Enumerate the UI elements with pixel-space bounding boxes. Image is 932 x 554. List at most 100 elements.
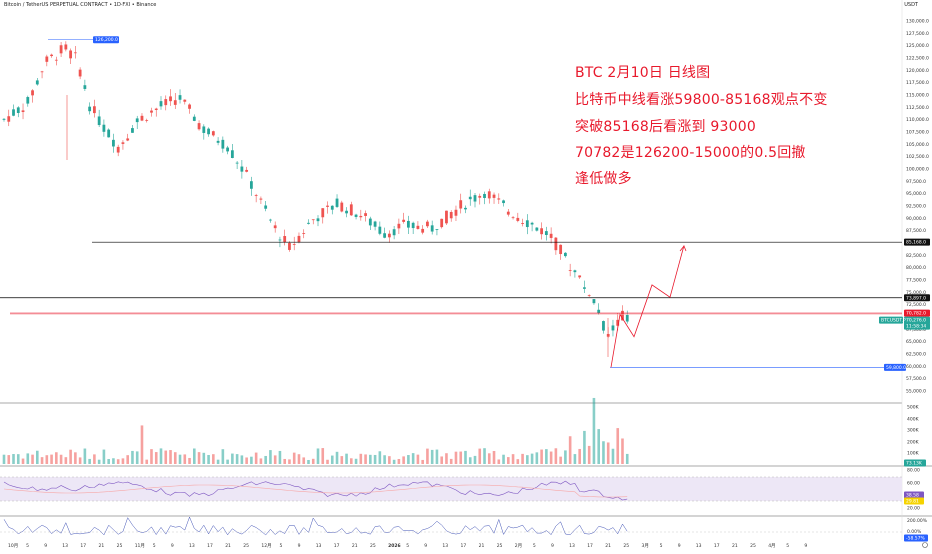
candle-body (359, 215, 363, 218)
volume-bar (625, 453, 629, 464)
volume-bar (321, 448, 325, 464)
candle-body (292, 244, 296, 245)
volume-bar (150, 449, 153, 464)
candle-body (202, 126, 206, 133)
rsi-ma-badge-text: 29.81 (906, 499, 919, 505)
candle-body (497, 198, 501, 200)
time-tick: 4月 (768, 543, 775, 549)
candle-body (502, 200, 505, 204)
candle-body (554, 237, 558, 251)
candle-body (459, 200, 463, 209)
volume-last-badge[interactable] (904, 459, 926, 467)
candle-body (326, 205, 329, 207)
candle-body (516, 217, 520, 221)
candle-body (559, 244, 563, 255)
candle-body (625, 314, 629, 322)
volume-bar (145, 459, 149, 464)
time-tick: 17 (80, 543, 86, 549)
volume-tick: 500K (907, 405, 920, 411)
candle-body (192, 116, 196, 121)
volume-bar (235, 454, 239, 464)
volume-bar (435, 449, 439, 464)
candle-body (245, 169, 249, 172)
chart-settings-icon[interactable] (922, 542, 928, 548)
volume-bar (69, 449, 72, 464)
candle-body (307, 222, 310, 224)
symbol-header[interactable]: Bitcoin / TetherUS PERPETUAL CONTRACT • … (4, 2, 157, 8)
candle-body (411, 222, 415, 229)
candle-body (468, 196, 472, 200)
volume-bar (212, 454, 215, 464)
price-tick: 130,000.0 (906, 19, 929, 25)
candle-body (150, 110, 153, 113)
candle-body (364, 213, 367, 216)
volume-bar (621, 438, 624, 464)
level-73897-badge[interactable] (904, 294, 930, 302)
symbol-badge[interactable] (879, 316, 903, 324)
rsi-value-badge[interactable] (904, 491, 924, 499)
time-tick: 21 (605, 543, 611, 549)
volume-bar (183, 454, 187, 464)
time-tick: 21 (479, 543, 485, 549)
high-price-badge[interactable] (93, 36, 119, 44)
candle-body (50, 54, 53, 57)
volume-bar (131, 450, 134, 464)
level-85168-badge[interactable] (904, 238, 930, 246)
volume-bar (292, 452, 296, 464)
time-tick: 17 (461, 543, 467, 549)
price-tick: 60,000.0 (906, 364, 926, 370)
volume-bar (83, 448, 87, 464)
price-tick: 55,000.0 (906, 389, 926, 395)
candle-body (40, 71, 44, 73)
volume-bar (549, 451, 553, 464)
volume-bar (350, 458, 353, 464)
candle-body (616, 319, 620, 326)
level-70782-badge[interactable] (904, 309, 930, 317)
last-price-badge[interactable] (904, 316, 930, 324)
projection-arrowhead (679, 245, 687, 252)
volume-bar (535, 452, 539, 464)
time-tick: 9 (44, 543, 47, 549)
volume-bar (7, 455, 11, 464)
candle-body (92, 106, 96, 114)
price-tick: 65,000.0 (906, 339, 926, 345)
candle-body (226, 147, 230, 152)
countdown-badge[interactable] (904, 322, 930, 330)
volume-bar (449, 458, 453, 464)
volume-bar (587, 445, 591, 464)
price-tick: 87,500.0 (906, 228, 926, 234)
rsi-ma-badge[interactable] (904, 497, 924, 505)
candle-body (107, 129, 111, 138)
volume-bar (55, 452, 58, 464)
candle-body (544, 231, 548, 235)
candle-body (540, 228, 544, 235)
time-tick: 12月 (261, 543, 271, 549)
price-tick: 125,000.0 (906, 43, 929, 49)
candle-body (73, 52, 77, 54)
volume-bar (597, 429, 600, 464)
candle-body (483, 193, 486, 199)
price-tick: 72,500.0 (906, 302, 926, 308)
candle-body (97, 116, 101, 126)
volume-bar (93, 454, 96, 464)
osc-value-badge[interactable] (904, 534, 928, 542)
candle-body (64, 44, 68, 50)
volume-bar (126, 455, 129, 464)
price-tick: 75,000.0 (906, 290, 926, 296)
time-tick: 21 (99, 543, 105, 549)
volume-bar (554, 448, 558, 464)
low-price-badge[interactable] (884, 363, 906, 371)
candle-body (211, 131, 215, 136)
projection-path[interactable] (610, 245, 685, 368)
time-tick: 3月 (642, 543, 649, 549)
candle-body (126, 138, 130, 141)
volume-bar (135, 451, 139, 464)
volume-bar (202, 452, 206, 464)
volume-bar (288, 459, 291, 464)
volume-bar (454, 451, 458, 464)
volume-bar (502, 454, 505, 464)
oscillator-line (3, 516, 628, 536)
candle-body (131, 128, 134, 133)
